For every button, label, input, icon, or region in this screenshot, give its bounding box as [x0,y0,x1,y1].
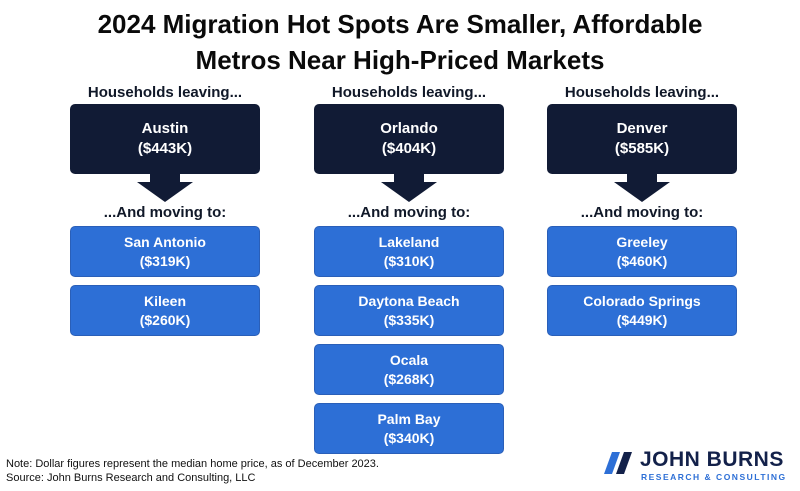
origin-box-orlando: Orlando ($404K) [314,104,504,174]
destination-city: Lakeland [378,233,440,250]
destination-box-palm-bay: Palm Bay ($340K) [314,403,504,454]
origin-box-denver: Denver ($585K) [547,104,737,174]
logo-name: JOHN BURNS [640,448,784,471]
moving-label: ...And moving to: [347,204,471,221]
down-arrow-icon [314,174,504,202]
moving-label: ...And moving to: [580,204,704,221]
destination-city: Greeley [616,233,668,250]
destination-city: San Antonio [124,233,206,250]
destination-price: ($310K) [383,252,435,269]
destination-price: ($340K) [383,429,435,446]
leaving-label: Households leaving... [87,84,243,101]
column-austin: Households leaving... Austin ($443K) ...… [70,84,260,344]
origin-price: ($585K) [614,140,670,157]
destination-city: Ocala [389,351,429,368]
destination-box-colorado-springs: Colorado Springs ($449K) [547,285,737,336]
destination-city: Kileen [143,292,186,309]
leaving-label: Households leaving... [331,84,487,101]
origin-city: Orlando [380,120,438,137]
destination-box-kileen: Kileen ($260K) [70,285,260,336]
destination-box-san-antonio: San Antonio ($319K) [70,226,260,277]
footnote-source: Source: John Burns Research and Consulti… [6,472,256,484]
destination-box-greeley: Greeley ($460K) [547,226,737,277]
title-line-2: Metros Near High-Priced Markets [195,45,605,75]
down-arrow-icon [70,174,260,202]
column-orlando: Households leaving... Orlando ($404K) ..… [314,84,504,462]
destination-price: ($319K) [139,252,191,269]
destination-price: ($260K) [139,311,191,328]
origin-price: ($404K) [381,140,437,157]
destination-price: ($449K) [616,311,668,328]
footnote-note: Note: Dollar figures represent the media… [6,458,379,470]
destination-price: ($335K) [383,311,435,328]
column-denver: Households leaving... Denver ($585K) ...… [547,84,737,344]
destination-price: ($268K) [383,370,435,387]
moving-label: ...And moving to: [103,204,227,221]
chart-title: 2024 Migration Hot Spots Are Smaller, Af… [0,6,800,78]
destination-city: Colorado Springs [583,292,701,309]
destination-city: Daytona Beach [358,292,460,309]
destination-box-daytona-beach: Daytona Beach ($335K) [314,285,504,336]
leaving-label: Households leaving... [564,84,720,101]
origin-box-austin: Austin ($443K) [70,104,260,174]
destination-box-ocala: Ocala ($268K) [314,344,504,395]
destination-box-lakeland: Lakeland ($310K) [314,226,504,277]
origin-city: Austin [141,120,189,137]
john-burns-logo: JOHN BURNS RESEARCH & CONSULTING [604,448,790,484]
destination-city: Palm Bay [377,410,441,427]
logo-tagline: RESEARCH & CONSULTING [641,472,787,482]
destination-price: ($460K) [616,252,668,269]
logo-mark-icon [604,452,632,474]
down-arrow-icon [547,174,737,202]
origin-city: Denver [616,120,668,137]
origin-price: ($443K) [137,140,193,157]
title-line-1: 2024 Migration Hot Spots Are Smaller, Af… [97,9,703,39]
footnote: Note: Dollar figures represent the media… [6,457,379,485]
